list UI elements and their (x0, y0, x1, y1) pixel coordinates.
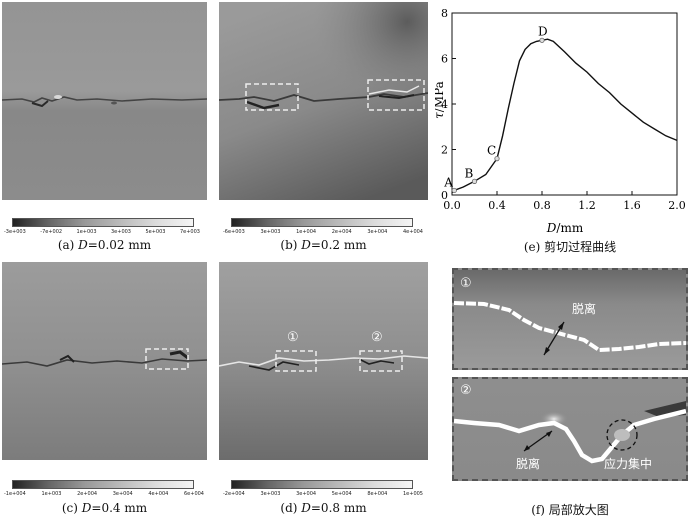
contour-panel-c (2, 262, 207, 460)
caption-c: (c) D=0.4 mm (61, 501, 148, 515)
zoom-view-1: ① 脱离 (452, 268, 688, 370)
point-a (451, 187, 457, 194)
x-tick-label: 0.4 (488, 199, 506, 212)
y-tick-label: 8 (441, 7, 448, 20)
colorbar-tick: 3e+003 (260, 229, 281, 235)
colorbar-tick: 1e+004 (296, 229, 317, 235)
caption-b: (b) D=0.2 mm (280, 238, 367, 252)
x-tick-label: 0.8 (533, 199, 551, 212)
colorbar-tick: 3e+004 (296, 491, 317, 497)
zoom-view-2: ② 脱离 应力集中 (452, 377, 688, 481)
contour-image-b (219, 2, 428, 200)
colorbar-tick: 5e+003 (145, 229, 166, 235)
colorbar-tick: 3e+004 (367, 229, 388, 235)
colorbar-tick: 3e+003 (260, 491, 281, 497)
colorbar-tick: 1e+003 (76, 229, 97, 235)
colorbar-tick: -3e+003 (4, 229, 26, 235)
colorbar-tick: 6e+004 (184, 491, 204, 497)
colorbar-tick: 3e+003 (111, 229, 131, 235)
zoom1-label: 脱离 (572, 302, 597, 316)
colorbar-ticks-d: -2e+004 3e+003 3e+004 5e+004 8e+004 1e+0… (223, 491, 423, 497)
colorbar-tick: 4e+004 (403, 229, 423, 235)
colorbar-tick: -6e+003 (223, 229, 245, 235)
point-label-b: B (465, 166, 474, 180)
point-b (471, 178, 478, 184)
colorbar-tick: 2e+004 (331, 229, 352, 235)
colorbar-tick: 1e+005 (403, 491, 423, 497)
contour-image-a (2, 2, 207, 200)
x-tick-label: 0.0 (443, 199, 461, 212)
colorbar-tick: 7e+003 (179, 229, 200, 235)
shear-curve-chart: 0.0 0.4 0.8 1.2 1.6 2.0 0 2 4 6 8 ABC D D/mm τ/MPa (435, 7, 685, 235)
colorbar-ticks-b: -6e+003 3e+003 1e+004 2e+004 3e+004 4e+0… (223, 229, 423, 235)
contour-image-c (2, 262, 207, 460)
colorbar-tick: 1e+003 (41, 491, 62, 497)
y-tick-label: 6 (441, 53, 448, 66)
colorbar-c (12, 480, 194, 489)
zoom-image-2 (454, 379, 686, 479)
zoom1-marker: ① (460, 276, 472, 291)
colorbar-tick: -7e+002 (40, 229, 63, 235)
colorbar-a (12, 218, 194, 227)
contour-image-d (219, 262, 428, 460)
caption-f: (f) 局部放大图 (531, 503, 609, 517)
x-tick-label: 2.0 (668, 199, 685, 212)
point-c (494, 156, 500, 162)
y-axis-label: τ/MPa (435, 81, 446, 119)
contour-panel-b (219, 2, 428, 200)
caption-d: (d) D=0.8 mm (280, 501, 367, 515)
colorbar-d (231, 480, 413, 489)
colorbar-tick: 2e+004 (77, 491, 98, 497)
y-tick-label: 2 (441, 144, 448, 157)
zoom2-label-left: 脱离 (516, 457, 541, 471)
zoom2-marker: ② (460, 383, 472, 398)
marker-2: ② (371, 330, 383, 345)
point-label-d: D (538, 24, 548, 38)
point-label-c: C (487, 144, 496, 158)
plot-frame (451, 12, 678, 196)
point-label-a: A (443, 175, 453, 189)
contour-panel-a (2, 2, 207, 200)
y-tick-label: 4 (441, 98, 448, 111)
colorbar-ticks-c: -1e+004 1e+003 2e+004 3e+004 4e+004 6e+0… (4, 491, 204, 497)
colorbar-ticks-a: -3e+003 -7e+002 1e+003 3e+003 5e+003 7e+… (4, 229, 200, 235)
zoom2-label-right: 应力集中 (604, 457, 653, 471)
colorbar-b (231, 218, 413, 227)
colorbar-tick: 5e+004 (331, 491, 352, 497)
colorbar-tick: 4e+004 (148, 491, 169, 497)
colorbar-tick: 8e+004 (367, 491, 388, 497)
caption-a: (a) D=0.02 mm (57, 238, 152, 252)
y-tick-label: 0 (441, 189, 448, 202)
x-tick-label: 1.2 (578, 199, 596, 212)
colorbar-tick: -2e+004 (223, 491, 245, 497)
colorbar-tick: -1e+004 (4, 491, 26, 497)
point-d (539, 37, 545, 43)
x-tick-label: 1.6 (623, 199, 641, 212)
x-axis-label: D/mm (546, 221, 584, 235)
colorbar-tick: 3e+004 (112, 491, 133, 497)
series-line (451, 38, 678, 194)
zoom-image-1 (454, 270, 686, 368)
contour-panel-d: ① ② (219, 262, 428, 460)
caption-e: (e) 剪切过程曲线 (523, 240, 617, 254)
marker-1: ① (287, 330, 299, 345)
